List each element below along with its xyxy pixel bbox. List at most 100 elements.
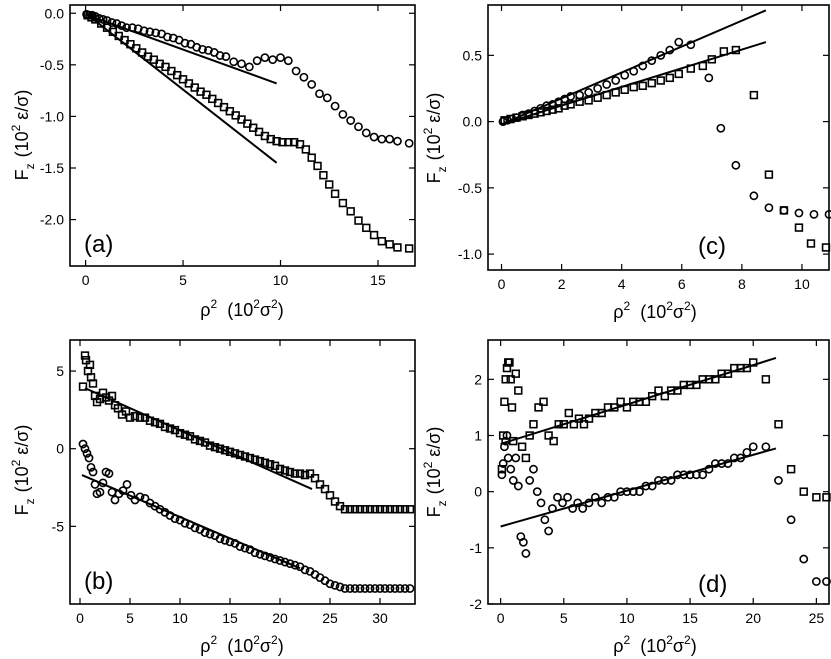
data-point-circle	[723, 459, 733, 468]
panel-label: (a)	[84, 231, 113, 258]
data-point-square	[539, 397, 548, 406]
data-point-circle	[502, 431, 512, 440]
data-point-circle	[377, 134, 387, 144]
data-point-square	[506, 375, 515, 384]
x-tick-label: 0	[497, 610, 505, 626]
data-point-circle	[393, 136, 402, 146]
data-point-circle	[112, 19, 122, 28]
data-point-circle	[151, 28, 161, 38]
data-point-square	[692, 380, 701, 390]
plot-frame	[69, 4, 416, 267]
data-point-circle	[742, 447, 752, 457]
data-point-square	[749, 358, 758, 367]
x-axis-label: ρ2 (102σ2)	[200, 633, 283, 656]
data-point-circle	[280, 557, 290, 567]
data-point-circle	[809, 209, 819, 219]
data-point-square	[301, 145, 311, 154]
data-point-circle	[265, 553, 275, 562]
data-point-square	[338, 198, 348, 208]
x-tick-label: 15	[222, 610, 238, 626]
panel-c: 0 2 4 6 8 10 0.5 0.0 -0.5 -1.0 (c) ρ2 (102σ2) Fz(…	[421, 4, 831, 322]
data-point-square	[794, 223, 804, 232]
data-point-circle	[532, 487, 542, 497]
fit-lines	[81, 387, 313, 570]
data-point-circle	[375, 584, 385, 593]
data-point-square	[564, 408, 574, 418]
data-point-square	[629, 82, 638, 92]
y-tick-label: 0	[56, 441, 64, 457]
y-tick-label: -1.5	[40, 160, 64, 176]
y-tick-label: -2	[470, 596, 483, 612]
data-point-square	[514, 386, 523, 395]
data-point-circle	[240, 543, 250, 553]
y-tick-label: -2.0	[40, 212, 64, 228]
data-point-circle	[674, 37, 684, 47]
data-point-square	[620, 85, 629, 95]
data-point-circle	[370, 584, 380, 593]
data-point-circle	[276, 53, 285, 63]
data-point-circle	[117, 21, 127, 31]
data-point-square	[575, 97, 584, 106]
data-point-square	[160, 422, 170, 432]
data-point-square	[135, 413, 145, 422]
data-point-circle	[205, 529, 215, 539]
data-point-square	[295, 469, 305, 478]
data-point-square	[742, 363, 752, 373]
data-point-square	[285, 467, 295, 477]
panel-b: 0 5 10 15 20 25 30 5 0 -5 (b) ρ2 (102σ2) Fz(102 ε…	[9, 339, 416, 656]
data-point-square	[500, 397, 509, 406]
data-point-square	[511, 369, 520, 378]
data-point-circle	[255, 549, 265, 559]
data-point-circle	[540, 515, 550, 525]
data-point-circle	[568, 504, 578, 513]
y-tick-label: -0.5	[458, 180, 482, 196]
data-point-circle	[628, 487, 638, 497]
x-tick-label: 30	[372, 610, 388, 626]
data-point-circle	[521, 549, 531, 558]
data-point-circle	[90, 480, 100, 489]
x-tick-label: 2	[558, 276, 566, 292]
x-ticks: 0 2 4 6 8 10	[498, 5, 810, 292]
data-point-square	[278, 138, 287, 147]
data-point-square	[764, 170, 774, 179]
x-tick-label: 10	[273, 272, 289, 288]
data-point-square	[346, 207, 355, 216]
data-point-circle	[679, 470, 689, 480]
data-point-square	[393, 243, 402, 252]
x-tick-label: 6	[678, 276, 686, 292]
data-point-square	[325, 180, 334, 189]
data-point-circle	[365, 584, 375, 593]
data-marks	[498, 37, 831, 252]
data-point-circle	[229, 57, 239, 67]
data-point-square	[340, 505, 350, 514]
data-point-square	[799, 487, 808, 496]
data-point-circle	[558, 498, 567, 508]
x-tick-label: 0	[498, 276, 506, 292]
data-point-circle	[84, 453, 94, 463]
data-point-circle	[78, 439, 88, 449]
data-point-square	[313, 161, 322, 171]
data-point-square	[534, 403, 543, 412]
data-point-circle	[275, 556, 285, 565]
data-point-square	[395, 505, 405, 514]
data-point-square	[602, 90, 611, 100]
panel-label: (b)	[84, 568, 113, 595]
data-point-circle	[361, 128, 371, 138]
data-point-square	[350, 505, 360, 514]
data-point-circle	[501, 436, 511, 446]
data-point-square	[686, 64, 695, 73]
data-point-square	[272, 136, 281, 146]
data-point-circle	[122, 23, 131, 33]
y-tick-label: 0.5	[463, 47, 483, 63]
data-point-circle	[235, 542, 245, 551]
data-point-circle	[786, 515, 796, 525]
data-point-circle	[611, 76, 621, 85]
data-point-circle	[390, 584, 400, 593]
data-point-circle	[799, 554, 809, 564]
data-point-circle	[518, 537, 528, 547]
data-point-square	[656, 76, 665, 85]
y-tick-label: -0.5	[40, 57, 64, 73]
data-point-circle	[686, 40, 696, 50]
data-point-circle	[283, 56, 293, 66]
